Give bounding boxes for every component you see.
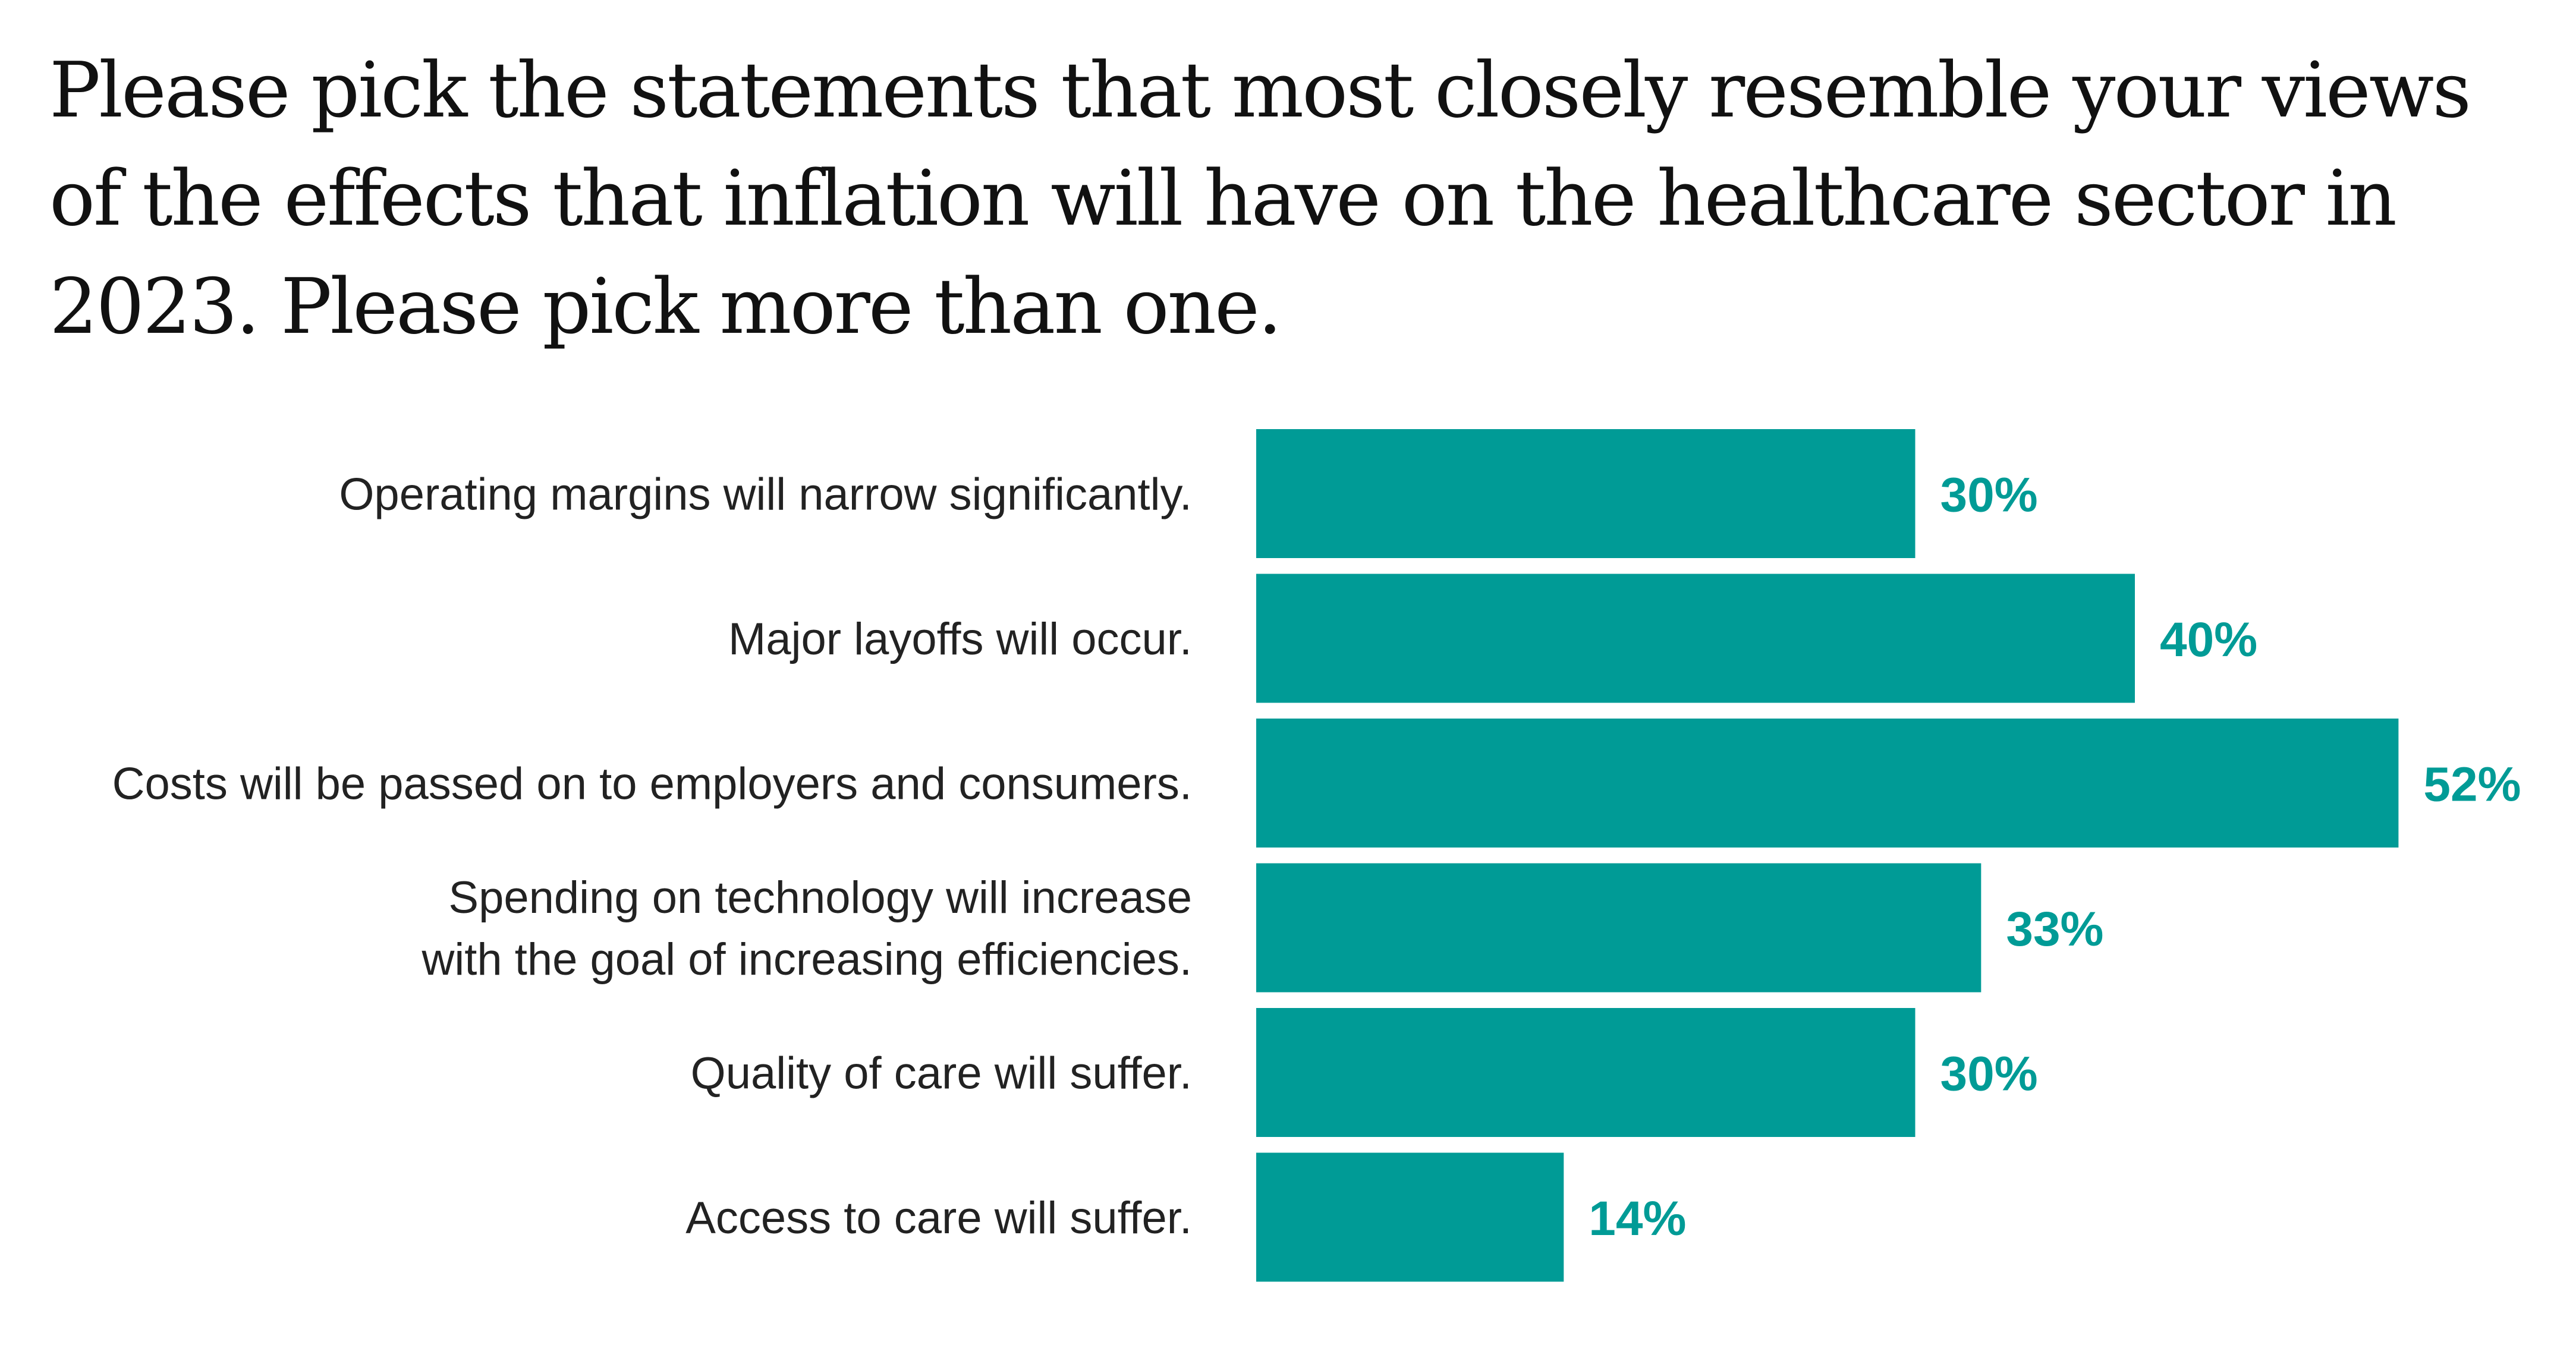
bar bbox=[1256, 863, 1981, 993]
bar bbox=[1256, 1008, 1916, 1137]
bar bbox=[1256, 1152, 1564, 1282]
category-label: Major layoffs will occur. bbox=[728, 614, 1192, 664]
bar bbox=[1256, 719, 2399, 848]
category-label: with the goal of increasing efficiencies… bbox=[421, 934, 1192, 985]
category-label: Access to care will suffer. bbox=[685, 1193, 1192, 1243]
data-label: 30% bbox=[1940, 1047, 2038, 1101]
chart-title: Please pick the statements that most clo… bbox=[49, 46, 2471, 351]
data-label: 40% bbox=[2160, 613, 2257, 667]
category-label: Spending on technology will increase bbox=[448, 872, 1192, 923]
bar bbox=[1256, 429, 1916, 558]
category-label: Quality of care will suffer. bbox=[691, 1048, 1192, 1099]
category-label: Costs will be passed on to employers and… bbox=[112, 759, 1192, 809]
data-label: 30% bbox=[1940, 468, 2038, 522]
bar bbox=[1256, 574, 2135, 703]
data-label: 33% bbox=[2006, 902, 2103, 956]
data-label: 14% bbox=[1589, 1192, 1686, 1246]
category-label: Operating margins will narrow significan… bbox=[339, 470, 1192, 520]
data-label: 52% bbox=[2423, 758, 2521, 812]
